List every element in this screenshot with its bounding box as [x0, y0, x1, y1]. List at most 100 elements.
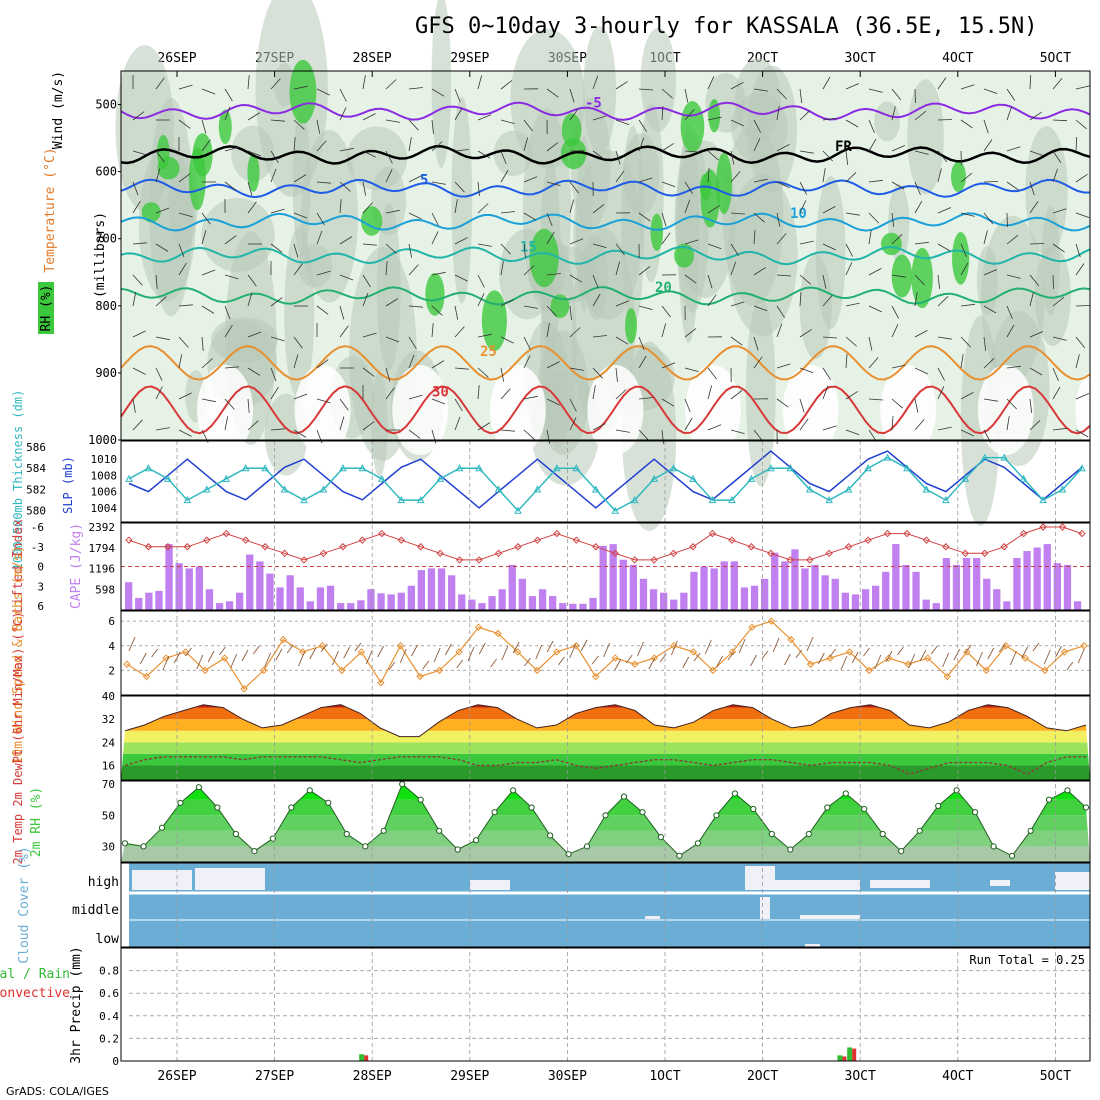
cape-bar	[1043, 544, 1051, 610]
wind-barb	[1006, 416, 1010, 431]
wind-barb	[454, 274, 468, 282]
rh-marker	[1027, 827, 1034, 834]
wind-barb	[753, 229, 756, 245]
temp-band	[121, 753, 1090, 766]
thickness-marker	[650, 474, 658, 482]
wind-barb	[1075, 119, 1087, 130]
surface-wind-barb	[953, 648, 961, 661]
wind-barb	[983, 88, 998, 94]
rh-marker	[657, 834, 665, 841]
wind-barb	[684, 181, 693, 194]
rh-shade-gray	[745, 297, 776, 487]
rh-shade-green	[700, 169, 720, 228]
panel-frame-cape	[120, 522, 1091, 611]
rh-marker	[417, 796, 424, 803]
wind-barb	[822, 425, 837, 431]
wind-barb	[569, 305, 572, 320]
wind-barb	[592, 204, 605, 214]
wind-barb	[132, 181, 139, 196]
wind-speed-marker	[513, 648, 522, 656]
cape-bar	[831, 578, 839, 610]
cape-bar	[1023, 551, 1031, 610]
cape-bar	[427, 568, 436, 610]
surface-wind-barb	[558, 656, 565, 666]
surface-wind-barb	[693, 652, 701, 662]
wind-barb	[178, 84, 193, 90]
wind-barb	[431, 119, 434, 134]
cape-bar	[720, 561, 728, 610]
wind-barb	[132, 419, 143, 431]
wind-barb	[477, 203, 489, 214]
cape-bar	[236, 592, 244, 610]
wind-barb	[201, 269, 216, 276]
cape-bar	[750, 585, 759, 610]
wind-barb	[638, 266, 651, 276]
surface-clear-blob	[392, 365, 449, 455]
rh-marker	[898, 848, 905, 855]
surface-wind-barb	[264, 652, 272, 668]
wind-barb	[960, 429, 974, 437]
wind-barb	[592, 150, 605, 160]
cape-bar	[660, 592, 668, 610]
wind-barb	[868, 88, 883, 93]
surface-wind-barb	[625, 654, 633, 664]
cape-bar	[266, 573, 274, 610]
li-marker	[611, 549, 619, 558]
cape-bar	[276, 587, 284, 610]
li-marker	[630, 556, 639, 564]
wind-barb	[753, 305, 768, 312]
wind-barb	[431, 88, 445, 97]
rh-marker	[694, 840, 702, 847]
wind-barb	[937, 243, 951, 252]
surface-clear-blob	[880, 365, 937, 455]
li-marker	[455, 556, 464, 564]
wind-barb	[155, 336, 170, 341]
li-tick-0: 0	[37, 561, 44, 574]
wind-barb	[661, 323, 666, 338]
thickness-marker	[786, 464, 795, 472]
wind-speed-marker	[142, 672, 151, 681]
precip-legend-total: Total / Rain	[0, 967, 70, 982]
wind-barb	[339, 147, 354, 152]
wind-barb	[891, 274, 906, 278]
wind-barb	[454, 107, 463, 121]
cape-bar	[296, 587, 304, 610]
rh-shade-gray	[622, 133, 660, 215]
wind-barb	[776, 181, 790, 189]
wind-barb	[270, 243, 283, 253]
wind-barb	[569, 417, 577, 431]
wind-barb	[316, 398, 331, 404]
surface-wind-barb	[829, 648, 836, 658]
cape-bar	[912, 571, 920, 610]
thickness-marker	[572, 464, 581, 472]
surface-clear-blob	[782, 365, 839, 455]
li-marker	[417, 543, 425, 551]
wind-speed-marker	[689, 648, 698, 656]
surface-wind-barb	[659, 653, 667, 663]
cape-bar	[801, 568, 809, 610]
wind-barb	[1075, 393, 1090, 400]
wind-barb	[730, 82, 744, 90]
li-marker	[1019, 529, 1028, 538]
wind-barb	[477, 422, 491, 431]
wind-speed-marker	[982, 666, 991, 675]
cape-bar	[377, 593, 385, 610]
slp-tick-1010: 1010	[91, 453, 118, 466]
rh-bands	[121, 784, 1090, 862]
wind-barb	[408, 137, 412, 152]
surface-wind-barb	[219, 646, 226, 656]
wind-barb	[477, 367, 489, 378]
wind-barb	[477, 274, 485, 288]
temp-band	[121, 707, 1090, 720]
wind-barb	[523, 119, 533, 132]
cape-bar	[195, 566, 203, 610]
wind-speed-marker	[552, 648, 561, 656]
wind-barb	[546, 88, 559, 98]
rh-marker	[1082, 804, 1090, 811]
wind-barb	[201, 212, 211, 225]
wind-barb	[730, 336, 743, 346]
wind-barb	[776, 274, 792, 277]
wind-barb	[178, 304, 193, 307]
rh-shade-green	[716, 152, 733, 215]
wind-barb	[339, 305, 345, 320]
